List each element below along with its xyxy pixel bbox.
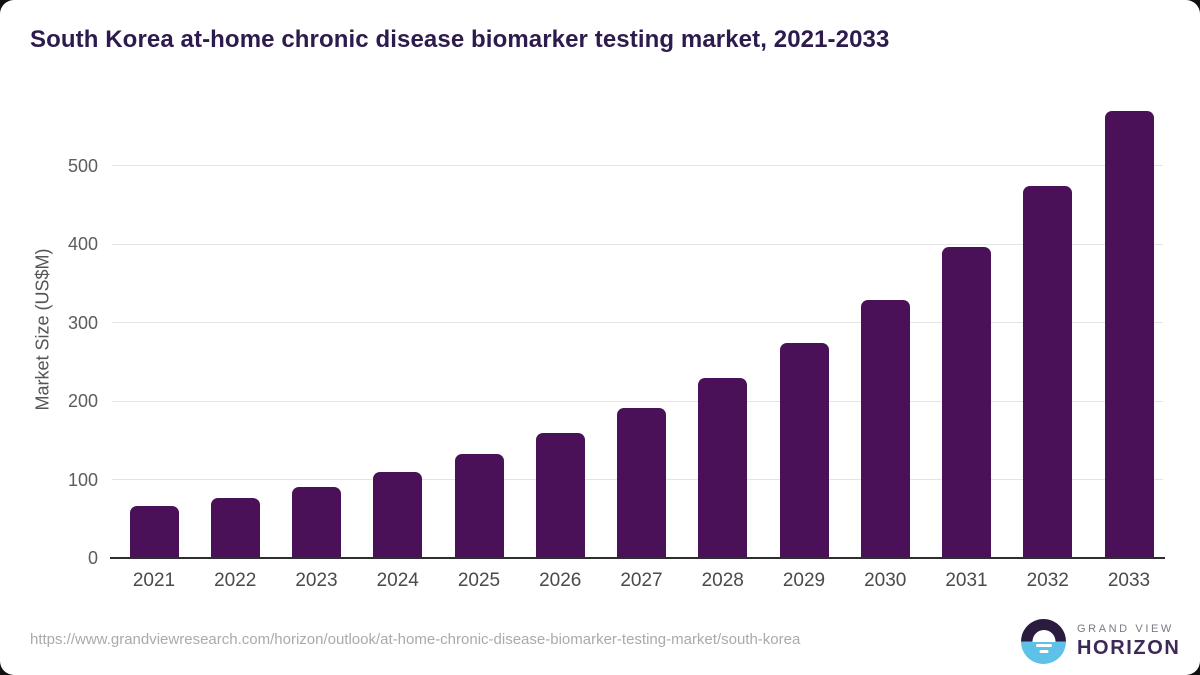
bar-2022 xyxy=(210,497,260,558)
x-tick-label-2029: 2029 xyxy=(782,570,826,591)
x-tick-label-2030: 2030 xyxy=(864,570,907,591)
x-tick-label-2024: 2024 xyxy=(376,570,419,591)
bar-2032 xyxy=(1023,186,1073,558)
bar-2029 xyxy=(779,343,829,558)
x-tick-label-2028: 2028 xyxy=(701,570,744,591)
bar-2028 xyxy=(698,377,748,558)
x-axis-line xyxy=(110,557,1165,559)
horizon-sunrise-icon xyxy=(1021,619,1066,664)
sun-dome-shape xyxy=(1032,629,1055,642)
x-tick-label-2031: 2031 xyxy=(945,570,988,591)
x-tick-label-2033: 2033 xyxy=(1107,570,1151,591)
bar-2021 xyxy=(129,506,179,558)
logo-brand-name: GRAND VIEW xyxy=(1077,623,1174,635)
grand-view-horizon-logo: GRAND VIEW HORIZON xyxy=(1021,619,1180,664)
x-tick-label-2025: 2025 xyxy=(457,570,501,591)
source-url: https://www.grandviewresearch.com/horizo… xyxy=(30,631,801,648)
y-tick-label-0: 0 xyxy=(87,548,98,568)
gridline-300 xyxy=(112,322,1163,324)
water-reflection-line xyxy=(1035,644,1052,647)
x-tick-label-2027: 2027 xyxy=(620,570,663,591)
y-tick-label-500: 500 xyxy=(67,155,98,176)
x-tick-label-2032: 2032 xyxy=(1026,570,1069,591)
bar-2033 xyxy=(1104,110,1154,558)
plot-area xyxy=(112,100,1163,558)
x-tick-label-2026: 2026 xyxy=(539,570,582,591)
x-tick-label-2021: 2021 xyxy=(132,570,176,591)
page-title: South Korea at-home chronic disease biom… xyxy=(30,26,890,53)
logo-text: GRAND VIEW HORIZON xyxy=(1077,623,1180,660)
bar-2031 xyxy=(942,247,991,558)
gridline-400 xyxy=(112,243,1163,245)
gridline-200 xyxy=(112,400,1163,402)
y-tick-label-200: 200 xyxy=(67,391,98,412)
bar-2027 xyxy=(617,408,666,558)
bar-2023 xyxy=(292,486,341,558)
bar-2025 xyxy=(454,454,504,558)
gridline-500 xyxy=(112,165,1163,167)
logo-product-name: HORIZON xyxy=(1077,637,1181,659)
bar-2024 xyxy=(373,471,423,558)
y-tick-label-300: 300 xyxy=(67,312,98,333)
bar-2026 xyxy=(535,433,585,558)
x-tick-label-2022: 2022 xyxy=(214,570,257,591)
y-tick-label-100: 100 xyxy=(67,469,98,490)
x-tick-label-2023: 2023 xyxy=(295,570,338,591)
y-tick-label-400: 400 xyxy=(67,234,98,255)
bar-2030 xyxy=(860,299,910,558)
water-reflection-line xyxy=(1039,650,1048,653)
